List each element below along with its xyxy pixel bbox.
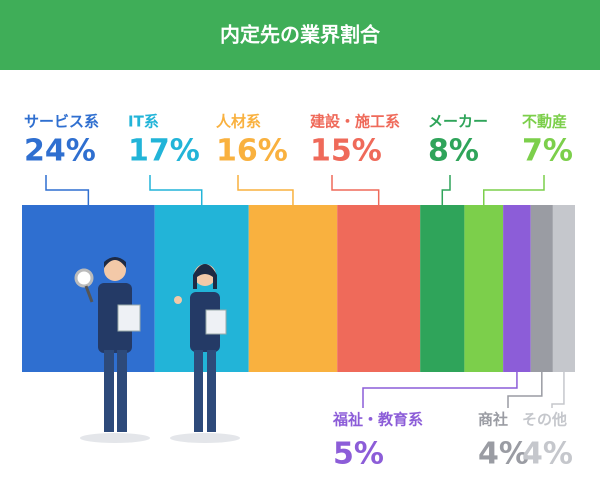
value-label: 5% bbox=[333, 437, 384, 472]
bar-segment bbox=[530, 205, 553, 372]
connector bbox=[362, 372, 518, 408]
chart-title: 内定先の業界割合 bbox=[220, 23, 381, 47]
connector bbox=[507, 372, 543, 408]
value-label: 17% bbox=[128, 134, 200, 169]
value-label: 15% bbox=[310, 134, 382, 169]
bar-segment bbox=[503, 205, 531, 372]
connector bbox=[441, 175, 451, 205]
connector bbox=[551, 372, 565, 408]
connector bbox=[45, 175, 90, 205]
value-label: 4% bbox=[478, 437, 529, 472]
bar-segment bbox=[248, 205, 338, 372]
value-label: 16% bbox=[216, 134, 288, 169]
category-label: 商社 bbox=[478, 411, 508, 429]
connector bbox=[483, 175, 545, 205]
category-label: 建設・施工系 bbox=[310, 113, 400, 131]
category-label: メーカー bbox=[428, 113, 488, 131]
bar-segment bbox=[337, 205, 421, 372]
header-band bbox=[0, 0, 600, 70]
illustration bbox=[74, 257, 240, 443]
category-label: 不動産 bbox=[522, 113, 567, 131]
connector bbox=[149, 175, 203, 205]
bar-segment bbox=[464, 205, 504, 372]
connector bbox=[331, 175, 380, 205]
value-label: 4% bbox=[522, 437, 573, 472]
value-label: 8% bbox=[428, 134, 479, 169]
category-label: 福祉・教育系 bbox=[332, 411, 423, 429]
category-label: 人材系 bbox=[216, 113, 261, 131]
category-label: サービス系 bbox=[24, 113, 99, 131]
category-label: その他 bbox=[522, 411, 567, 429]
bar-group bbox=[22, 205, 575, 372]
value-label: 7% bbox=[522, 134, 573, 169]
connector bbox=[237, 175, 294, 205]
value-label: 24% bbox=[24, 134, 96, 169]
bar-segment bbox=[552, 205, 575, 372]
category-label: IT系 bbox=[128, 113, 159, 131]
bar-segment bbox=[420, 205, 465, 372]
